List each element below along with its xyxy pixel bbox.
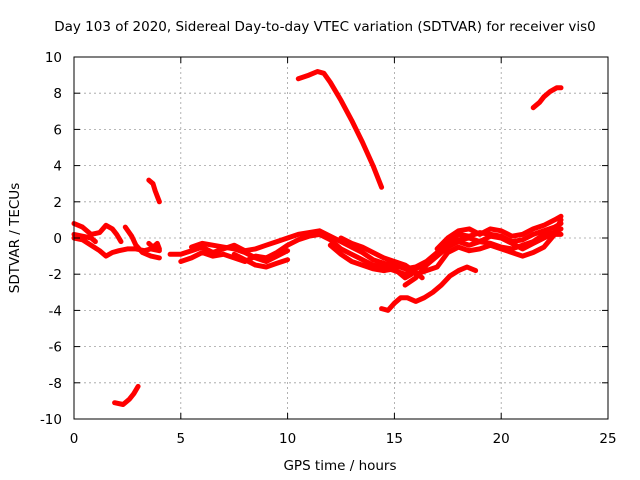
series-line-arc-14 (379, 264, 479, 313)
series-line-arc-7 (112, 383, 141, 407)
y-tick-label: 4 (53, 159, 62, 175)
x-tick-label: 5 (177, 431, 186, 447)
y-axis-label: SDTVAR / TECUs (7, 183, 23, 293)
y-tick-label: -8 (49, 376, 62, 392)
series-group (71, 69, 564, 407)
x-tick-label: 10 (279, 431, 296, 447)
series-line-arc-3 (71, 231, 98, 245)
x-tick-label: 15 (386, 431, 403, 447)
series-line-arc-19 (530, 85, 564, 111)
grid (74, 57, 608, 419)
series-line-arc-10 (189, 240, 291, 264)
y-tick-label: 6 (53, 122, 62, 138)
y-tick-label: -6 (49, 340, 62, 356)
y-tick-label: 2 (53, 195, 62, 211)
series-line-arc-12 (338, 235, 425, 281)
y-tick-label: -2 (49, 267, 62, 283)
series-line-arc-5 (146, 240, 162, 252)
series-line-arc-15 (402, 217, 564, 288)
chart-title: Day 103 of 2020, Sidereal Day-to-day VTE… (54, 19, 596, 35)
series-line-arc-16 (413, 231, 564, 277)
x-axis-label: GPS time / hours (283, 458, 396, 474)
series-line-arc-2 (71, 235, 162, 259)
series-line-arc-1 (71, 221, 124, 245)
series-line-arc-4 (122, 224, 162, 261)
y-tick-label: 10 (45, 50, 62, 66)
y-tick-label: -4 (49, 303, 62, 319)
series-line-arc-18 (295, 69, 385, 190)
y-tick-label: 0 (53, 231, 62, 247)
y-tick-label: 8 (53, 86, 62, 102)
x-axis: 0 5 10 15 20 25 (70, 57, 617, 447)
y-axis: -10 -8 -6 -4 -2 0 2 4 6 8 10 (40, 50, 608, 428)
y-tick-label: -10 (40, 412, 62, 428)
series-line-arc-17 (434, 213, 564, 252)
series-line-arc-6 (146, 177, 162, 205)
series-line-arc-13 (327, 242, 414, 281)
x-tick-label: 0 (70, 431, 79, 447)
series-line-arc-11 (231, 251, 291, 270)
x-tick-label: 20 (493, 431, 510, 447)
x-tick-label: 25 (599, 431, 616, 447)
